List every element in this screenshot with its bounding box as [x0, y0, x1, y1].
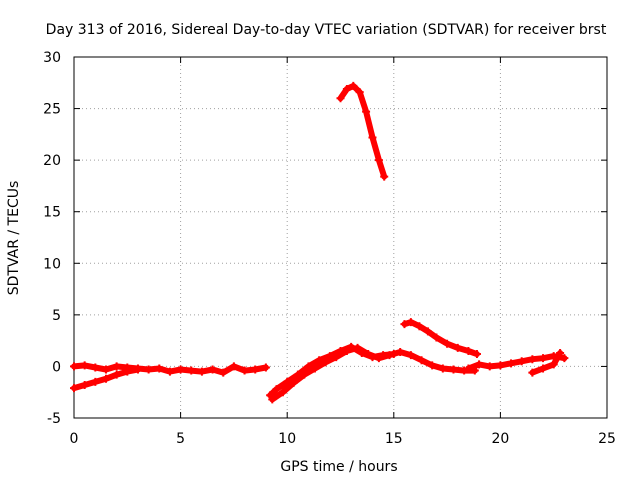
- series-afternoon-bump: [400, 318, 480, 358]
- y-tick-label: 10: [43, 256, 61, 272]
- x-tick-label: 0: [70, 431, 79, 447]
- series-high-arc: [337, 82, 389, 181]
- series-line: [405, 322, 477, 354]
- y-tick-label: -5: [47, 411, 61, 427]
- x-tick-label: 20: [491, 431, 509, 447]
- series-line: [341, 86, 385, 177]
- axis-ticks: 0 5 10 15 20 25 -5 0 5 10 15 20 25 30: [43, 50, 616, 447]
- y-tick-label: 25: [43, 102, 61, 118]
- x-tick-label: 25: [598, 431, 616, 447]
- y-tick-label: 20: [43, 153, 61, 169]
- data-series: [70, 82, 568, 404]
- y-axis-label: SDTVAR / TECUs: [6, 181, 22, 296]
- series-late-wedge: [528, 349, 564, 377]
- x-axis-label: GPS time / hours: [280, 459, 397, 475]
- y-tick-label: 30: [43, 50, 61, 66]
- sdtvar-chart: 0 5 10 15 20 25 -5 0 5 10 15 20 25 30 Day 313 of 2016…: [0, 0, 640, 480]
- y-tick-label: 15: [43, 205, 61, 221]
- y-tick-label: 0: [52, 359, 61, 375]
- x-tick-label: 10: [278, 431, 296, 447]
- series-baseline-morning: [70, 361, 270, 376]
- y-tick-label: 5: [52, 308, 61, 324]
- axis-labels: Day 313 of 2016, Sidereal Day-to-day VTE…: [6, 22, 607, 475]
- grid-lines: [74, 57, 607, 418]
- x-tick-label: 5: [176, 431, 185, 447]
- chart-title: Day 313 of 2016, Sidereal Day-to-day VTE…: [46, 22, 607, 38]
- x-tick-label: 15: [385, 431, 403, 447]
- plot-frame: [74, 57, 607, 418]
- series-line: [272, 348, 475, 400]
- plot-border: [74, 57, 607, 418]
